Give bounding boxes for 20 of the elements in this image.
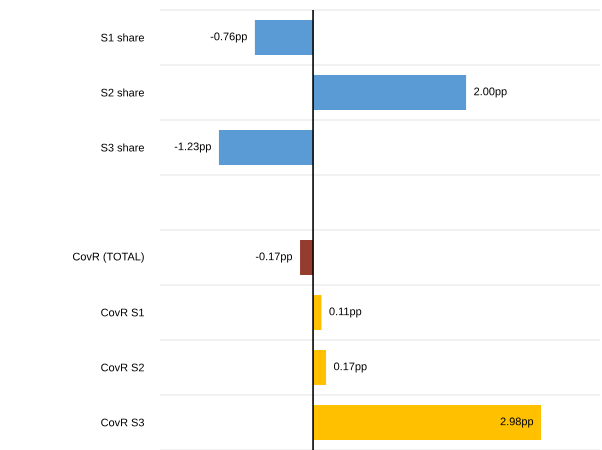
data-label: 2.00pp <box>474 88 507 98</box>
y-tick-label: CovR (TOTAL) <box>73 252 144 263</box>
data-label: 0.11pp <box>329 308 362 318</box>
y-tick-label: CovR S1 <box>101 308 144 316</box>
y-tick-label: CovR S2 <box>101 364 144 372</box>
data-label: 2.98pp <box>500 418 534 428</box>
bar <box>313 75 466 110</box>
y-tick-label: S2 share <box>101 88 144 97</box>
data-label: -0.17pp <box>256 252 292 262</box>
bar <box>300 240 314 275</box>
bar <box>218 130 314 165</box>
data-label: 0.17pp <box>334 362 367 372</box>
bar <box>313 350 326 385</box>
data-label: -1.23pp <box>174 142 211 152</box>
bar <box>254 20 314 55</box>
data-label: -0.76pp <box>210 32 247 42</box>
y-tick-label: S3 share <box>101 143 144 152</box>
bar <box>313 404 542 440</box>
y-tick-label: S1 share <box>101 33 144 42</box>
y-tick-label: CovR S3 <box>101 418 144 426</box>
